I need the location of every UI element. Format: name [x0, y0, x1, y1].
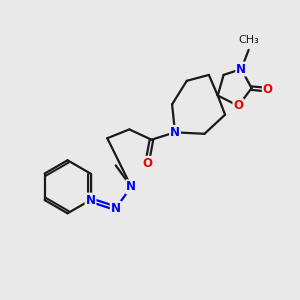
Text: O: O [142, 157, 152, 170]
Text: CH₃: CH₃ [238, 34, 259, 45]
Text: N: N [236, 62, 246, 76]
Text: N: N [85, 194, 95, 207]
Text: N: N [170, 126, 180, 139]
Text: O: O [233, 99, 243, 112]
Text: N: N [111, 202, 121, 215]
Text: O: O [263, 83, 273, 96]
Text: N: N [126, 180, 136, 193]
